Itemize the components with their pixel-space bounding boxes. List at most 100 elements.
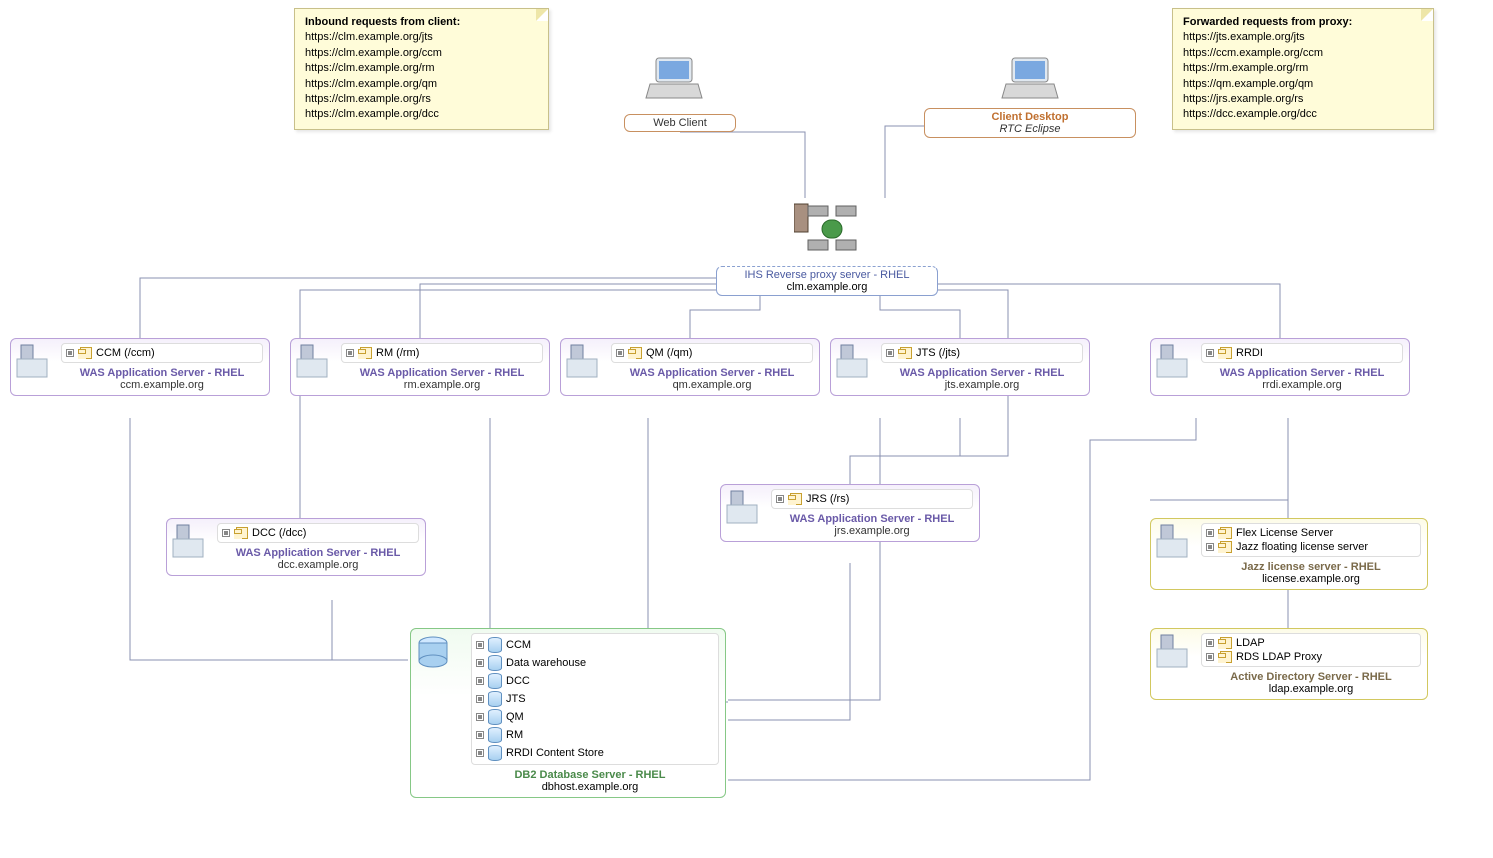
component-label: RM (/rm) — [376, 347, 419, 359]
appserver-title: WAS Application Server - RHEL — [771, 513, 973, 525]
component-item: JTS (/jts) — [884, 346, 1080, 360]
component-item: JTS — [474, 690, 716, 708]
appserver-host: dcc.example.org — [217, 559, 419, 571]
component-icon — [358, 347, 372, 359]
appserver-title: WAS Application Server - RHEL — [217, 547, 419, 559]
db-title: DB2 Database Server - RHEL — [461, 769, 719, 781]
port-icon — [616, 349, 624, 357]
component-label: DCC — [506, 675, 530, 687]
proxy-box: IHS Reverse proxy server - RHEL clm.exam… — [716, 266, 938, 296]
appserver-host: jts.example.org — [881, 379, 1083, 391]
component-item: RRDI — [1204, 346, 1400, 360]
note-forwarded-lines: https://jts.example.org/jtshttps://ccm.e… — [1183, 30, 1423, 122]
port-icon — [476, 749, 484, 757]
port-icon — [476, 677, 484, 685]
server-icon — [415, 633, 455, 669]
ldap-items: LDAP RDS LDAP Proxy — [1201, 633, 1421, 667]
component-label: JRS (/rs) — [806, 493, 849, 505]
appserver-host: rm.example.org — [341, 379, 543, 391]
component-item: LDAP — [1204, 636, 1418, 650]
appserver-title: WAS Application Server - RHEL — [61, 367, 263, 379]
appserver-jrs: JRS (/rs) WAS Application Server - RHELjr… — [720, 484, 980, 542]
db-icon — [488, 709, 502, 725]
component-icon — [1218, 527, 1232, 539]
component-icon — [628, 347, 642, 359]
appserver-rrdi: RRDIWAS Application Server - RHELrrdi.ex… — [1150, 338, 1410, 396]
component-label: RDS LDAP Proxy — [1236, 651, 1322, 663]
component-item: RM — [474, 726, 716, 744]
component-icon — [78, 347, 92, 359]
laptop-icon — [1000, 54, 1060, 104]
component-item: DCC — [474, 672, 716, 690]
component-label: QM — [506, 711, 524, 723]
component-label: QM (/qm) — [646, 347, 692, 359]
db-icon — [488, 691, 502, 707]
component-icon — [788, 493, 802, 505]
appserver-items: JRS (/rs) — [771, 489, 973, 509]
db-icon — [488, 745, 502, 761]
component-icon — [1218, 637, 1232, 649]
port-icon — [476, 713, 484, 721]
db-icon — [488, 637, 502, 653]
port-icon — [346, 349, 354, 357]
component-label: RRDI — [1236, 347, 1263, 359]
db-items: CCMData warehouseDCCJTSQMRMRRDI Content … — [471, 633, 719, 765]
appserver-title: WAS Application Server - RHEL — [611, 367, 813, 379]
component-label: Flex License Server — [1236, 527, 1333, 539]
component-label: RM — [506, 729, 523, 741]
note-forwarded: Forwarded requests from proxy: https://j… — [1172, 8, 1434, 130]
appserver-host: jrs.example.org — [771, 525, 973, 537]
appserver-title: WAS Application Server - RHEL — [881, 367, 1083, 379]
port-icon — [476, 641, 484, 649]
appserver-jts: JTS (/jts) WAS Application Server - RHELj… — [830, 338, 1090, 396]
proxy-title: IHS Reverse proxy server - RHEL — [744, 269, 909, 281]
port-icon — [476, 695, 484, 703]
laptop-icon — [644, 54, 704, 104]
client-web: Web Client — [624, 114, 736, 132]
component-icon — [1218, 347, 1232, 359]
client-desktop-label: Client Desktop — [991, 111, 1068, 123]
port-icon — [476, 731, 484, 739]
appserver-host: qm.example.org — [611, 379, 813, 391]
appserver-items: RRDI — [1201, 343, 1403, 363]
db-icon — [488, 673, 502, 689]
component-item: DCC (/dcc) — [220, 526, 416, 540]
port-icon — [66, 349, 74, 357]
port-icon — [1206, 653, 1214, 661]
ldap-title: Active Directory Server - RHEL — [1201, 671, 1421, 683]
ldap-host: ldap.example.org — [1201, 683, 1421, 695]
port-icon — [1206, 543, 1214, 551]
appserver-title: WAS Application Server - RHEL — [341, 367, 543, 379]
component-icon — [898, 347, 912, 359]
component-label: JTS (/jts) — [916, 347, 960, 359]
appserver-rm: RM (/rm) WAS Application Server - RHELrm.… — [290, 338, 550, 396]
license-items: Flex License Server Jazz floating license… — [1201, 523, 1421, 557]
db-icon — [488, 727, 502, 743]
server-icon — [1155, 633, 1195, 669]
proxy-host: clm.example.org — [787, 281, 868, 293]
port-icon — [476, 659, 484, 667]
client-desktop-sub: RTC Eclipse — [1000, 123, 1061, 135]
component-item: JRS (/rs) — [774, 492, 970, 506]
component-label: LDAP — [1236, 637, 1265, 649]
component-icon — [1218, 541, 1232, 553]
component-item: Data warehouse — [474, 654, 716, 672]
appserver-qm: QM (/qm) WAS Application Server - RHELqm.… — [560, 338, 820, 396]
component-item: Jazz floating license server — [1204, 540, 1418, 554]
component-item: CCM (/ccm) — [64, 346, 260, 360]
component-item: QM — [474, 708, 716, 726]
client-web-label: Web Client — [653, 117, 707, 129]
db-host: dbhost.example.org — [461, 781, 719, 793]
component-label: Jazz floating license server — [1236, 541, 1368, 553]
note-forwarded-title: Forwarded requests from proxy: — [1183, 15, 1423, 30]
appserver-host: rrdi.example.org — [1201, 379, 1403, 391]
port-icon — [1206, 349, 1214, 357]
component-item: QM (/qm) — [614, 346, 810, 360]
db-server: CCMData warehouseDCCJTSQMRMRRDI Content … — [410, 628, 726, 798]
appserver-items: RM (/rm) — [341, 343, 543, 363]
port-icon — [222, 529, 230, 537]
appserver-items: JTS (/jts) — [881, 343, 1083, 363]
component-label: CCM (/ccm) — [96, 347, 155, 359]
client-desktop: Client Desktop RTC Eclipse — [924, 108, 1136, 138]
port-icon — [1206, 639, 1214, 647]
